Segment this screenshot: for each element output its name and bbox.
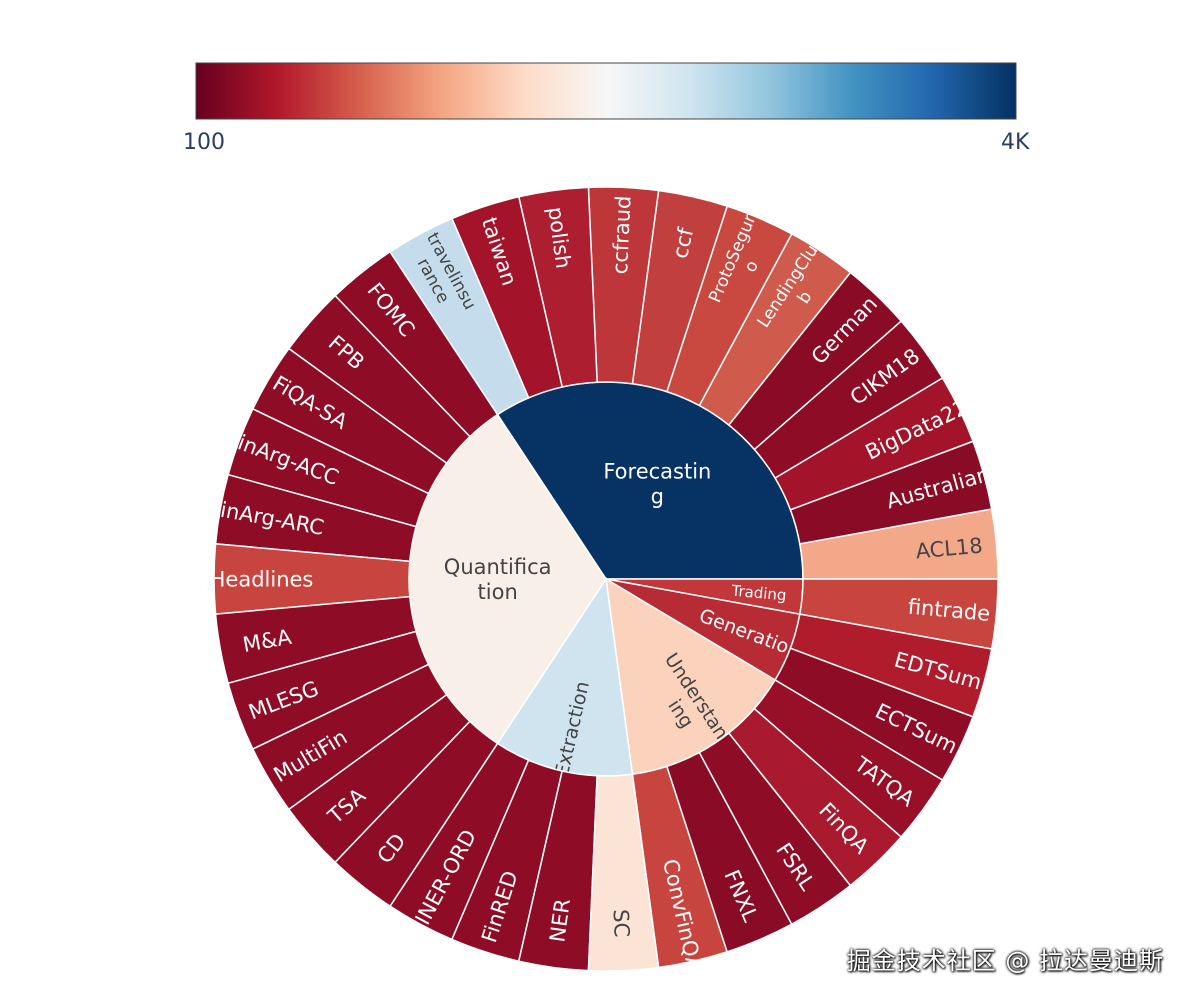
outer-segment-label: ACL18: [915, 534, 984, 564]
inner-segment-label: Quantifica tion: [444, 555, 552, 604]
colorbar: [195, 62, 1017, 120]
colorbar-max-label: 4K: [1001, 130, 1030, 155]
outer-segment-label: Headlines: [210, 567, 314, 591]
sunburst-segments: Forecastin gTradingGenerationUnderstandin…: [208, 186, 999, 974]
outer-segment[interactable]: [587, 773, 660, 972]
outer-segment-label: NER: [545, 897, 575, 943]
colorbar-min-label: 100: [183, 130, 225, 155]
outer-segment[interactable]: [753, 679, 944, 838]
outer-segment[interactable]: [334, 720, 499, 908]
inner-segment-label: Forecastin g: [603, 459, 711, 508]
watermark: 掘金技术社区 @ 拉达曼迪斯: [846, 947, 1164, 975]
outer-segment-label: ccfraud: [608, 195, 636, 275]
outer-segment[interactable]: [789, 613, 993, 718]
inner-segment-label: Trading: [730, 582, 787, 605]
outer-segment-label: SC: [608, 909, 633, 938]
outer-segment[interactable]: [798, 578, 999, 650]
